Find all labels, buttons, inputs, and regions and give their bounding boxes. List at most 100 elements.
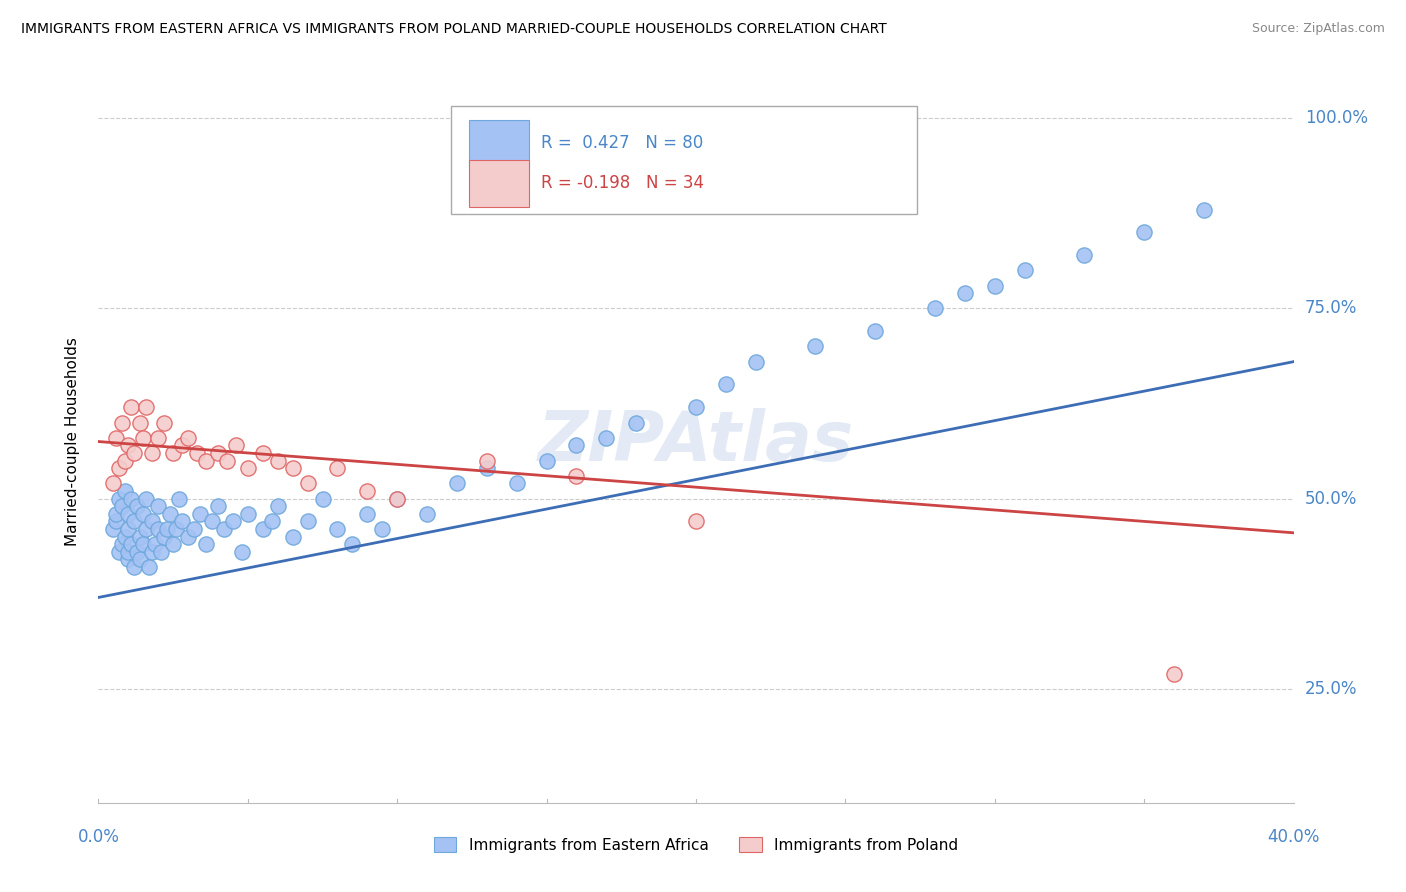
- Point: [105, 431, 128, 445]
- FancyBboxPatch shape: [470, 160, 529, 207]
- Point: [804, 339, 827, 353]
- Point: [1073, 248, 1095, 262]
- Point: [565, 438, 588, 452]
- Point: [236, 507, 259, 521]
- Point: [281, 461, 304, 475]
- Point: [1163, 666, 1185, 681]
- Point: [506, 476, 529, 491]
- Point: [165, 522, 187, 536]
- Point: [297, 476, 319, 491]
- Point: [536, 453, 558, 467]
- Point: [117, 438, 139, 452]
- Point: [371, 522, 394, 536]
- Point: [117, 507, 139, 521]
- Point: [120, 537, 142, 551]
- Point: [252, 446, 274, 460]
- Point: [108, 491, 131, 506]
- Point: [150, 545, 173, 559]
- Point: [153, 530, 176, 544]
- Point: [201, 515, 224, 529]
- Point: [132, 431, 155, 445]
- Point: [111, 499, 134, 513]
- Point: [120, 401, 142, 415]
- Point: [215, 453, 238, 467]
- Point: [143, 537, 166, 551]
- Point: [565, 468, 588, 483]
- Point: [924, 301, 946, 316]
- Point: [159, 507, 181, 521]
- Point: [177, 431, 200, 445]
- FancyBboxPatch shape: [451, 105, 917, 214]
- Point: [385, 491, 409, 506]
- Y-axis label: Married-couple Households: Married-couple Households: [65, 337, 80, 546]
- Legend: Immigrants from Eastern Africa, Immigrants from Poland: Immigrants from Eastern Africa, Immigran…: [426, 829, 966, 860]
- Text: 40.0%: 40.0%: [1267, 828, 1320, 846]
- Point: [105, 507, 128, 521]
- Point: [177, 530, 200, 544]
- Point: [117, 522, 139, 536]
- Point: [138, 560, 160, 574]
- Point: [1014, 263, 1036, 277]
- Point: [148, 431, 170, 445]
- Point: [207, 446, 229, 460]
- Point: [475, 453, 498, 467]
- Point: [114, 530, 136, 544]
- Point: [446, 476, 468, 491]
- Text: ZIPAtlas: ZIPAtlas: [538, 408, 853, 475]
- Point: [475, 461, 498, 475]
- Point: [103, 522, 125, 536]
- Point: [225, 438, 247, 452]
- Point: [745, 354, 768, 368]
- Point: [1192, 202, 1215, 217]
- Text: Source: ZipAtlas.com: Source: ZipAtlas.com: [1251, 22, 1385, 36]
- Point: [135, 401, 157, 415]
- Point: [342, 537, 364, 551]
- Point: [105, 515, 128, 529]
- Text: 75.0%: 75.0%: [1305, 300, 1357, 318]
- Point: [231, 545, 253, 559]
- Point: [714, 377, 737, 392]
- Point: [132, 507, 155, 521]
- Point: [195, 537, 218, 551]
- Point: [416, 507, 439, 521]
- Point: [281, 530, 304, 544]
- Point: [108, 545, 131, 559]
- Text: R =  0.427   N = 80: R = 0.427 N = 80: [541, 134, 703, 153]
- Text: R = -0.198   N = 34: R = -0.198 N = 34: [541, 174, 703, 192]
- Point: [108, 461, 131, 475]
- Point: [267, 499, 290, 513]
- Point: [172, 515, 194, 529]
- Point: [114, 453, 136, 467]
- Point: [685, 401, 707, 415]
- Point: [260, 515, 283, 529]
- Point: [127, 545, 149, 559]
- Point: [129, 416, 152, 430]
- Point: [135, 491, 157, 506]
- Point: [267, 453, 290, 467]
- Point: [167, 491, 190, 506]
- FancyBboxPatch shape: [470, 120, 529, 167]
- Point: [132, 537, 155, 551]
- Point: [120, 491, 142, 506]
- Point: [124, 560, 146, 574]
- Point: [162, 537, 184, 551]
- Point: [356, 483, 378, 498]
- Point: [626, 416, 648, 430]
- Text: 100.0%: 100.0%: [1305, 110, 1368, 128]
- Point: [141, 515, 163, 529]
- Point: [153, 416, 176, 430]
- Point: [103, 476, 125, 491]
- Point: [953, 286, 976, 301]
- Point: [124, 515, 146, 529]
- Text: 0.0%: 0.0%: [77, 828, 120, 846]
- Point: [212, 522, 235, 536]
- Point: [141, 545, 163, 559]
- Point: [162, 446, 184, 460]
- Point: [117, 545, 139, 559]
- Point: [252, 522, 274, 536]
- Point: [326, 522, 349, 536]
- Point: [356, 507, 378, 521]
- Point: [129, 530, 152, 544]
- Point: [595, 431, 617, 445]
- Text: 25.0%: 25.0%: [1305, 680, 1357, 698]
